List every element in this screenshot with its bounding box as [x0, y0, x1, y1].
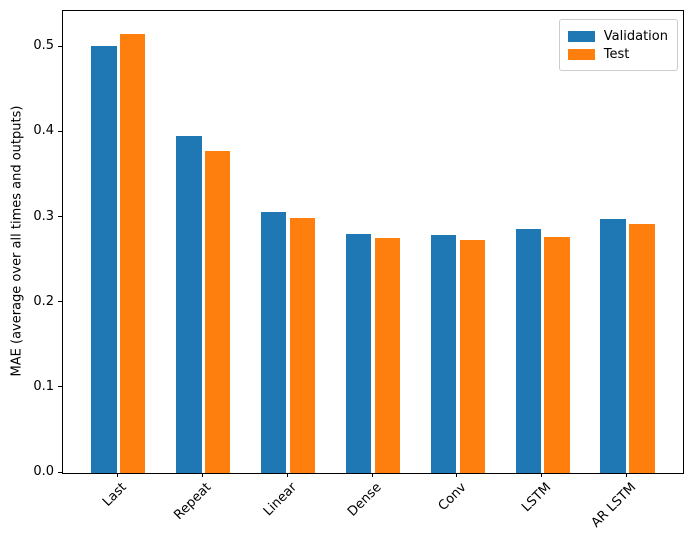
- bar-validation-linear: [260, 211, 287, 473]
- x-tick-label-conv: Conv: [435, 480, 470, 514]
- y-tick-label-0.3: 0.3: [33, 208, 54, 224]
- bar-validation-ar-lstm: [600, 219, 626, 473]
- x-tick-mark-lstm: [541, 473, 543, 477]
- x-tick-label-linear: Linear: [260, 480, 300, 520]
- legend-swatch-validation: [567, 30, 595, 42]
- x-tick-label-last: Last: [100, 480, 130, 510]
- legend-label-test: Test: [603, 46, 630, 62]
- y-axis-label: MAE (average over all times and outputs): [9, 105, 25, 377]
- bar-test-ar-lstm: [629, 224, 655, 473]
- bar-validation-dense: [345, 233, 372, 473]
- x-tick-mark-linear: [286, 473, 288, 477]
- x-tick-mark-repeat: [201, 473, 203, 477]
- bar-test-lstm: [544, 237, 570, 473]
- y-tick-mark-0.3: [58, 216, 62, 218]
- y-tick-label-0.1: 0.1: [33, 378, 54, 394]
- y-tick-mark-0.5: [58, 45, 62, 47]
- x-tick-mark-ar-lstm: [626, 473, 628, 477]
- bar-validation-last: [91, 45, 117, 473]
- bar-test-repeat: [204, 151, 231, 473]
- legend-items: Validation Test: [567, 28, 668, 62]
- bar-test-conv: [459, 239, 486, 473]
- y-tick-label-0.2: 0.2: [33, 293, 54, 309]
- bar-test-linear: [289, 218, 316, 473]
- legend-entry-test: Test: [567, 46, 668, 62]
- y-tick-label-0.0: 0.0: [33, 464, 54, 479]
- legend-label-validation: Validation: [603, 28, 668, 44]
- y-tick-label-0.4: 0.4: [33, 123, 54, 139]
- x-tick-mark-conv: [456, 473, 458, 477]
- y-tick-mark-0.1: [58, 386, 62, 388]
- x-tick-label-lstm: LSTM: [519, 480, 555, 516]
- y-tick-mark-0.0: [58, 471, 62, 473]
- bar-validation-repeat: [176, 135, 202, 473]
- x-tick-mark-dense: [371, 473, 373, 477]
- bar-test-dense: [374, 237, 401, 473]
- legend-entry-validation: Validation: [567, 28, 668, 44]
- bar-test-last: [120, 33, 146, 473]
- legend-swatch-test: [567, 48, 595, 60]
- x-tick-label-ar-lstm: AR LSTM: [588, 480, 640, 531]
- x-tick-label-dense: Dense: [344, 480, 385, 520]
- y-tick-mark-0.4: [58, 130, 62, 132]
- y-tick-label-0.5: 0.5: [33, 38, 54, 54]
- x-tick-label-repeat: Repeat: [171, 480, 215, 523]
- bar-validation-lstm: [515, 229, 542, 473]
- bar-validation-conv: [430, 234, 457, 473]
- x-tick-mark-last: [116, 473, 118, 477]
- legend: Validation Test: [558, 19, 678, 71]
- y-tick-mark-0.2: [58, 301, 62, 303]
- plot-area: Validation Test: [62, 10, 684, 474]
